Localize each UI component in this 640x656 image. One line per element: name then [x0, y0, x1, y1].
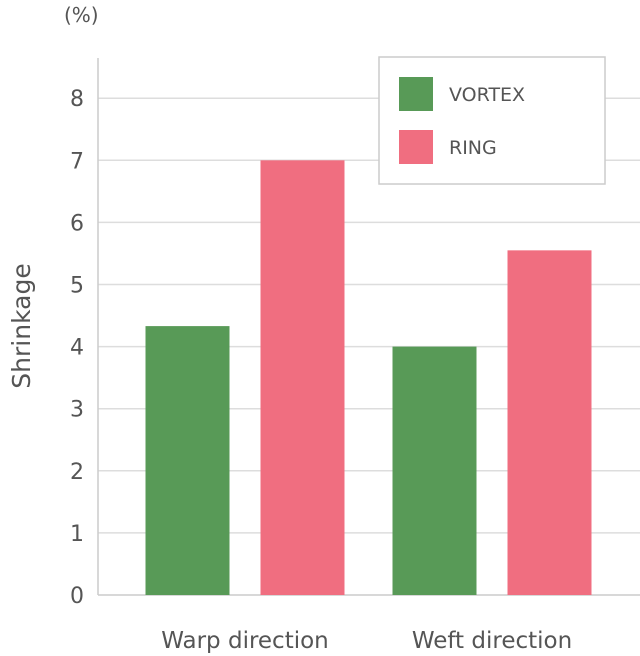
category-label: Warp direction [161, 628, 329, 654]
bars [145, 160, 592, 596]
y-axis-label: Shrinkage [7, 263, 36, 388]
legend-swatch-ring [399, 130, 433, 164]
y-tick-label: 8 [70, 87, 84, 112]
bar-vortex-weft [392, 346, 477, 595]
y-tick-label: 5 [70, 274, 84, 299]
y-tick-label: 6 [70, 211, 84, 236]
y-tick-label: 2 [70, 460, 84, 485]
bar-ring-weft [507, 250, 592, 595]
y-tick-label: 4 [70, 336, 84, 361]
legend: VORTEX RING [378, 56, 606, 185]
y-tick-labels: 0 1 2 3 4 5 6 7 8 [70, 87, 84, 609]
y-tick-label: 7 [70, 149, 84, 174]
y-unit-label: (%) [64, 3, 99, 27]
category-label: Weft direction [412, 628, 572, 654]
category-labels: Warp direction Weft direction [161, 628, 572, 654]
bar-ring-warp [260, 160, 345, 596]
y-tick-label: 0 [70, 584, 84, 609]
bar-vortex-warp [145, 326, 230, 595]
legend-box [378, 56, 606, 185]
y-tick-label: 3 [70, 398, 84, 423]
y-tick-label: 1 [70, 522, 84, 547]
legend-swatch-vortex [399, 77, 433, 111]
legend-label-ring: RING [449, 137, 497, 159]
legend-label-vortex: VORTEX [449, 84, 525, 106]
